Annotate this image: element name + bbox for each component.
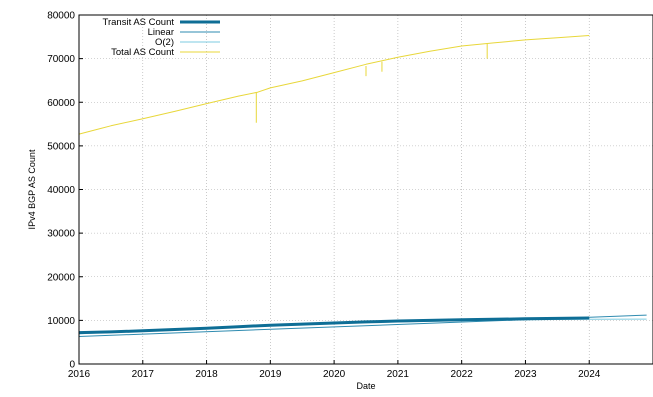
y-tick-label: 20000 — [47, 272, 75, 283]
y-tick-label: 60000 — [47, 98, 75, 109]
series-line-total-as-count — [78, 35, 590, 135]
plot-area — [78, 35, 647, 337]
x-tick-label: 2019 — [259, 369, 282, 380]
x-tick-label: 2020 — [323, 369, 346, 380]
y-tick-label: 70000 — [47, 54, 75, 65]
y-tick-label: 10000 — [47, 316, 75, 327]
legend-label: O(2) — [155, 37, 174, 48]
y-tick-label: 80000 — [47, 11, 75, 22]
x-tick-label: 2017 — [132, 369, 155, 380]
x-tick-label: 2018 — [195, 369, 218, 380]
y-tick-label: 50000 — [47, 141, 75, 152]
axis-ticks: 0 10000 20000 30000 40000 50000 60000 70000 8000… — [47, 11, 601, 381]
x-tick-label: 2024 — [578, 369, 601, 380]
x-axis-label: Date — [356, 381, 375, 391]
legend-label: Linear — [148, 27, 174, 38]
y-tick-label: 30000 — [47, 229, 75, 240]
x-tick-label: 2023 — [514, 369, 537, 380]
y-axis-label: IPv4 BGP AS Count — [27, 149, 37, 229]
y-tick-label: 40000 — [47, 185, 75, 196]
y-tick-label: 0 — [69, 360, 75, 371]
legend-label: Total AS Count — [111, 47, 174, 58]
x-tick-label: 2021 — [387, 369, 410, 380]
x-tick-label: 2022 — [451, 369, 474, 380]
grid — [79, 15, 653, 364]
series-line-transit-as-count — [78, 316, 590, 335]
x-tick-label: 2016 — [68, 369, 91, 380]
legend-label: Transit AS Count — [103, 17, 175, 28]
